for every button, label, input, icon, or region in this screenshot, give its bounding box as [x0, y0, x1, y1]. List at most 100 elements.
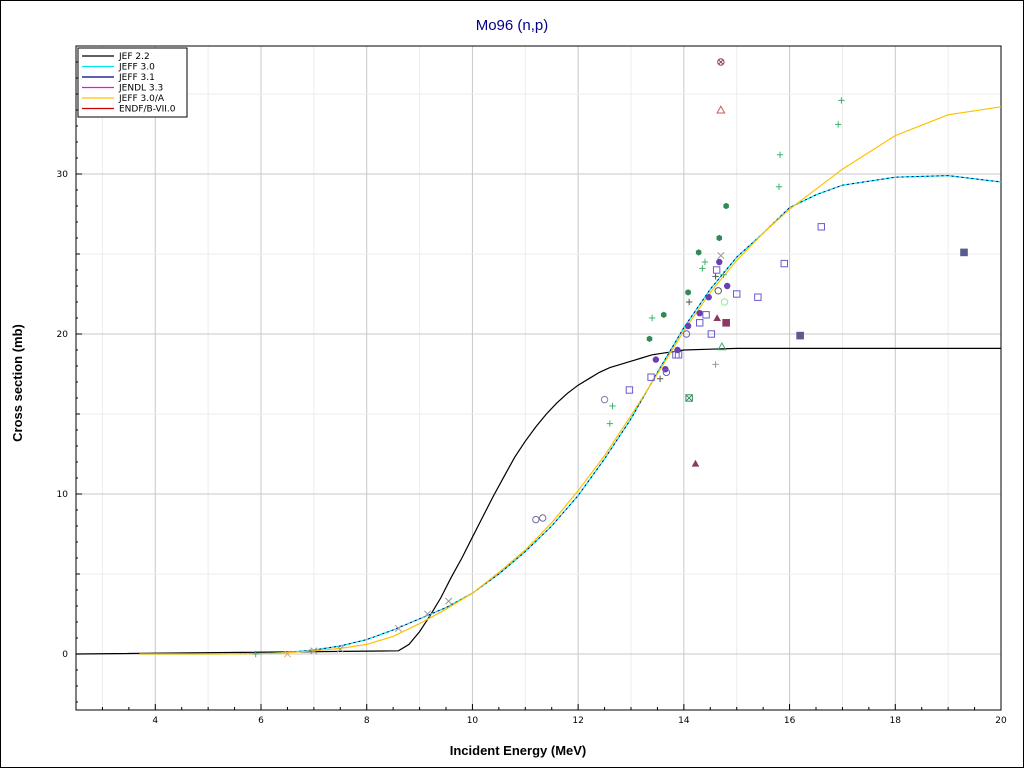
data-point-marker [685, 394, 693, 402]
scatter-points [252, 58, 968, 658]
y-tick-label: 10 [57, 490, 69, 500]
data-point-marker [714, 287, 722, 295]
data-point [714, 287, 722, 295]
data-point-marker [716, 105, 726, 114]
data-point-marker [539, 514, 547, 522]
data-point-marker [705, 294, 712, 301]
series-line-0 [76, 347, 1001, 655]
plot-area [75, 45, 1002, 711]
data-point-marker [394, 624, 402, 632]
x-tick-label: 16 [784, 716, 796, 726]
data-point-marker [717, 58, 725, 66]
data-point [796, 331, 804, 340]
data-point [682, 330, 691, 338]
data-point-marker [776, 151, 784, 158]
data-point-marker [702, 311, 710, 319]
series-line-4 [139, 106, 1001, 655]
data-point-marker [720, 298, 729, 306]
grid [76, 46, 1002, 710]
data-point [696, 310, 703, 317]
data-point-marker [695, 249, 702, 256]
data-point [716, 234, 722, 242]
x-tick-label: 6 [258, 716, 264, 726]
data-point [685, 394, 693, 402]
x-tick-label: 8 [364, 716, 370, 726]
data-point [717, 58, 725, 66]
data-point-marker [722, 319, 730, 327]
data-point [705, 294, 712, 301]
data-point-marker [733, 290, 741, 298]
data-point [712, 273, 719, 280]
y-tick-label: 30 [57, 170, 69, 180]
data-point [674, 346, 681, 354]
data-point [283, 650, 291, 658]
series-line-1 [139, 174, 1001, 655]
data-point [252, 650, 259, 658]
data-point-marker [723, 202, 729, 210]
data-point-marker [685, 394, 693, 402]
chart-title: Mo96 (n,p) [476, 17, 549, 34]
data-point-marker [625, 386, 634, 394]
data-point-marker [701, 258, 709, 266]
data-point-marker [691, 459, 700, 467]
x-tick-label: 10 [467, 716, 479, 726]
data-point-marker [796, 331, 804, 340]
data-point-marker [310, 647, 318, 655]
axis-ticks: 4 6 8 10 12 14 16 18 20 0 10 20 30 [57, 45, 1007, 726]
data-point-marker [647, 373, 655, 381]
data-point-marker [775, 183, 783, 190]
data-point [707, 330, 716, 338]
data-point [685, 289, 691, 296]
data-point [647, 373, 655, 381]
data-point [717, 341, 727, 351]
data-point [722, 319, 730, 327]
data-point-marker [713, 314, 721, 321]
data-point [532, 515, 540, 524]
data-point [691, 459, 700, 467]
data-point [336, 645, 344, 653]
data-point [656, 375, 664, 382]
data-point-marker [252, 650, 259, 658]
data-point [701, 258, 709, 266]
legend-entry: JENDL 3.3 [118, 84, 163, 94]
data-point [716, 105, 726, 114]
data-point-marker [661, 311, 667, 318]
data-point-marker [712, 266, 721, 274]
data-point [780, 259, 788, 268]
data-point-marker [656, 375, 664, 382]
data-point [695, 249, 702, 256]
data-point [713, 314, 721, 321]
data-point-marker [717, 341, 727, 351]
data-point [817, 223, 825, 231]
data-point-marker [445, 597, 453, 605]
data-point-marker [754, 293, 762, 301]
data-point-marker [652, 356, 660, 363]
x-tick-label: 12 [572, 716, 583, 726]
x-tick-label: 18 [890, 716, 902, 726]
legend-entry: JEFF 3.1 [118, 73, 155, 83]
data-point-marker [336, 645, 344, 653]
data-point-marker [699, 265, 706, 272]
y-tick-label: 20 [57, 330, 69, 340]
data-point-marker [712, 361, 719, 368]
legend-box [77, 47, 188, 118]
data-point [625, 386, 634, 394]
data-point [754, 293, 762, 301]
data-point-marker [712, 273, 719, 280]
data-point [720, 298, 729, 306]
data-point [445, 597, 453, 605]
data-point [606, 420, 614, 427]
data-point-marker [780, 259, 788, 268]
data-point-marker [835, 121, 842, 128]
data-point [712, 361, 719, 368]
data-point-marker [960, 248, 968, 257]
data-point-marker [696, 319, 704, 327]
data-point-marker [720, 271, 727, 278]
data-point-marker [609, 402, 616, 410]
x-axis-label: Incident Energy (MeV) [450, 743, 587, 758]
data-point-marker [532, 515, 540, 524]
data-point [720, 271, 727, 278]
data-point [717, 252, 725, 260]
data-point-marker [648, 314, 656, 322]
